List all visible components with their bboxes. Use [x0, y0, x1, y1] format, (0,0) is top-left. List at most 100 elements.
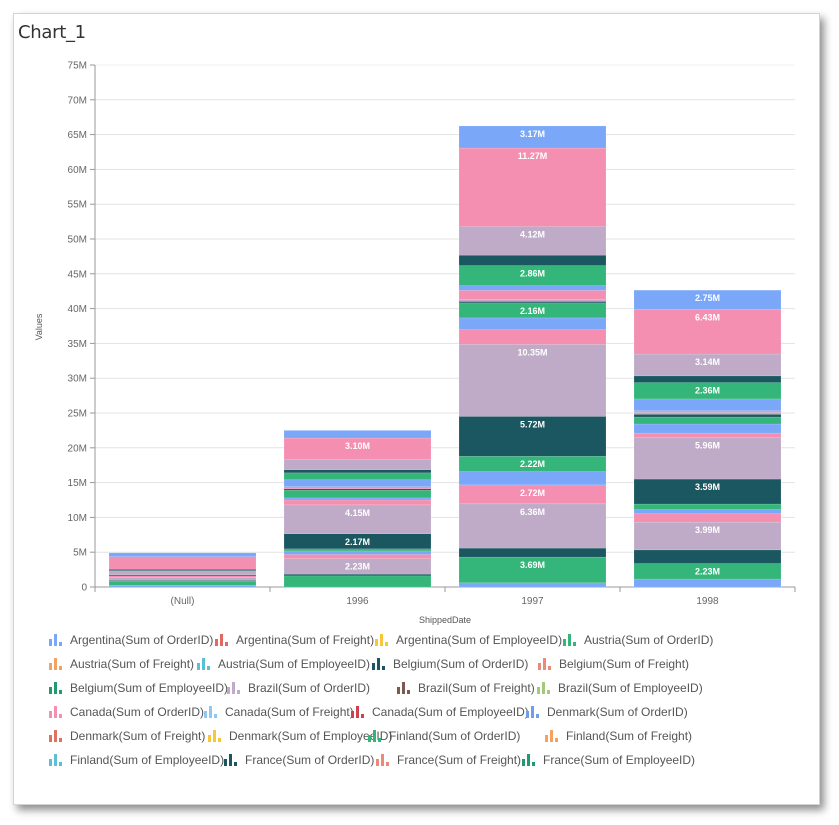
- legend-item[interactable]: Denmark(Sum of Freight): [49, 728, 205, 744]
- bar-segment[interactable]: [283, 497, 432, 501]
- legend-item[interactable]: France(Sum of OrderID): [224, 752, 374, 768]
- bar-segment[interactable]: [633, 398, 782, 412]
- bar-chart-icon: [526, 706, 539, 718]
- legend-item[interactable]: Austria(Sum of OrderID): [563, 632, 713, 648]
- legend-item[interactable]: France(Sum of EmployeeID): [522, 752, 695, 768]
- bar-segment[interactable]: [633, 521, 782, 551]
- legend-label: Finland(Sum of OrderID): [389, 729, 521, 743]
- bar-segment[interactable]: [633, 503, 782, 510]
- legend-item[interactable]: Canada(Sum of Freight): [204, 704, 354, 720]
- bar-segment[interactable]: [633, 411, 782, 415]
- legend-item[interactable]: Canada(Sum of OrderID): [49, 704, 204, 720]
- bar-segment[interactable]: [633, 414, 782, 418]
- bar-segment[interactable]: [633, 375, 782, 383]
- legend-label: France(Sum of OrderID): [245, 753, 375, 767]
- bar-segment[interactable]: [108, 577, 257, 581]
- bar-chart-icon: [376, 754, 389, 766]
- bar-segment[interactable]: [283, 573, 432, 577]
- bar-segment[interactable]: [633, 423, 782, 434]
- bar-segment[interactable]: [458, 299, 607, 302]
- bar-segment[interactable]: [633, 478, 782, 505]
- legend-item[interactable]: Brazil(Sum of EmployeeID): [537, 680, 703, 696]
- legend-item[interactable]: Denmark(Sum of OrderID): [526, 704, 688, 720]
- data-label: 5.72M: [520, 419, 545, 429]
- bar-segment[interactable]: [283, 472, 432, 481]
- bar-segment[interactable]: [108, 556, 257, 570]
- bar-segment[interactable]: [633, 509, 782, 515]
- legend-item[interactable]: Finland(Sum of Freight): [545, 728, 692, 744]
- bar-segment[interactable]: [458, 125, 607, 149]
- bar-segment[interactable]: [458, 254, 607, 266]
- bar-segment[interactable]: [108, 580, 257, 586]
- bar-segment[interactable]: [283, 499, 432, 506]
- data-label: 2.75M: [695, 293, 720, 303]
- bar-chart-icon: [49, 730, 62, 742]
- x-tick-label: 1998: [696, 596, 719, 607]
- data-label: 2.17M: [345, 537, 370, 547]
- bar-segment[interactable]: [108, 552, 257, 557]
- bar-segment[interactable]: [458, 317, 607, 331]
- y-tick-label: 70M: [68, 95, 87, 106]
- legend-label: France(Sum of EmployeeID): [543, 753, 696, 767]
- bar-segment[interactable]: [283, 469, 432, 474]
- bar-chart-icon: [49, 706, 62, 718]
- bar-chart-icon: [538, 658, 551, 670]
- data-label: 2.16M: [520, 306, 545, 316]
- legend-item[interactable]: Belgium(Sum of OrderID): [372, 656, 528, 672]
- bar-segment[interactable]: [283, 575, 432, 588]
- bar-segment[interactable]: [283, 550, 432, 555]
- legend-item[interactable]: France(Sum of Freight): [376, 752, 521, 768]
- data-label: 6.36M: [520, 507, 545, 517]
- bar-segment[interactable]: [458, 582, 607, 588]
- legend-item[interactable]: Brazil(Sum of Freight): [397, 680, 535, 696]
- data-labels: 2.23M 2.17M 4.15M 3.10M 3.69M 6.36M 2.72M 2.22M…: [345, 129, 720, 577]
- bar-segment[interactable]: [458, 471, 607, 486]
- legend-item[interactable]: Finland(Sum of EmployeeID): [49, 752, 224, 768]
- bar-segment[interactable]: [283, 554, 432, 559]
- bar-segment[interactable]: [458, 416, 607, 457]
- legend-item[interactable]: Argentina(Sum of EmployeeID): [375, 632, 562, 648]
- bar-segment[interactable]: [108, 570, 257, 576]
- legend-label: Austria(Sum of EmployeeID): [218, 657, 371, 671]
- bar-chart-icon: [397, 682, 410, 694]
- bar-segment[interactable]: [458, 503, 607, 549]
- legend-item[interactable]: Argentina(Sum of OrderID): [49, 632, 213, 648]
- bar-segment[interactable]: [108, 585, 257, 588]
- bar-segment[interactable]: [283, 486, 432, 490]
- legend-item[interactable]: Belgium(Sum of Freight): [538, 656, 689, 672]
- bar-segment[interactable]: [283, 490, 432, 499]
- legend-label: Austria(Sum of OrderID): [584, 633, 714, 647]
- bar-segment[interactable]: [458, 285, 607, 291]
- legend-item[interactable]: Austria(Sum of EmployeeID): [197, 656, 370, 672]
- bar-chart-icon: [545, 730, 558, 742]
- bar-segment[interactable]: [458, 290, 607, 300]
- legend-item[interactable]: Argentina(Sum of Freight): [215, 632, 374, 648]
- bar-segment[interactable]: [283, 459, 432, 470]
- legend-item[interactable]: Belgium(Sum of EmployeeID): [49, 680, 228, 696]
- y-tick-label: 65M: [68, 130, 87, 141]
- legend-item[interactable]: Denmark(Sum of EmployeeID): [208, 728, 392, 744]
- bar-segment[interactable]: [458, 147, 607, 227]
- bar-segment[interactable]: [283, 479, 432, 488]
- bar-segment[interactable]: [283, 430, 432, 439]
- bar-segment[interactable]: [633, 416, 782, 425]
- legend-item[interactable]: Finland(Sum of OrderID): [368, 728, 520, 744]
- bar-segment[interactable]: [458, 556, 607, 584]
- bar-segment[interactable]: [633, 578, 782, 588]
- bar-segment[interactable]: [458, 344, 607, 417]
- bar-segment[interactable]: [633, 549, 782, 564]
- bar-segment[interactable]: [633, 437, 782, 480]
- bar-segment[interactable]: [458, 329, 607, 345]
- legend-item[interactable]: Canada(Sum of EmployeeID): [351, 704, 529, 720]
- bar-segment[interactable]: [458, 547, 607, 558]
- bar-segment[interactable]: [633, 289, 782, 310]
- bar-segment[interactable]: [283, 548, 432, 552]
- bar-segment[interactable]: [633, 513, 782, 523]
- bar-chart-icon: [49, 754, 62, 766]
- bar-segment[interactable]: [283, 504, 432, 535]
- bar-segment[interactable]: [458, 226, 607, 256]
- bar-segment[interactable]: [633, 309, 782, 355]
- legend-item[interactable]: Austria(Sum of Freight): [49, 656, 194, 672]
- legend-item[interactable]: Brazil(Sum of OrderID): [227, 680, 370, 696]
- bar-segment[interactable]: [633, 432, 782, 438]
